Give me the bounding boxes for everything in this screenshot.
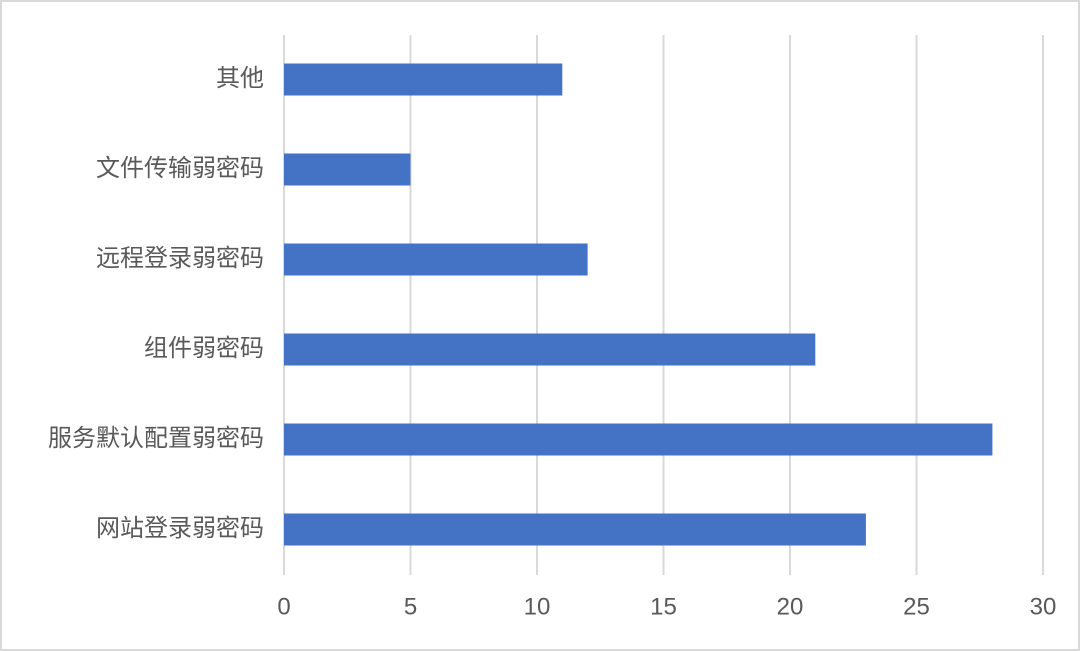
x-tick-label: 10 (524, 593, 551, 620)
y-tick-label: 远程登录弱密码 (96, 245, 264, 272)
bar (284, 423, 993, 456)
y-tick-label: 组件弱密码 (144, 335, 264, 362)
x-tick-label: 25 (903, 593, 930, 620)
x-tick-label: 30 (1030, 593, 1057, 620)
y-tick-label: 服务默认配置弱密码 (48, 425, 264, 452)
y-tick-label: 其他 (216, 65, 264, 92)
x-tick-label: 20 (777, 593, 804, 620)
x-tick-label: 5 (404, 593, 417, 620)
y-tick-label: 网站登录弱密码 (96, 515, 264, 542)
bar (284, 243, 588, 276)
bar (284, 153, 411, 186)
x-tick-label: 15 (650, 593, 677, 620)
bar (284, 513, 866, 546)
y-tick-label: 文件传输弱密码 (96, 155, 264, 182)
x-tick-label: 0 (277, 593, 290, 620)
bar (284, 63, 563, 96)
bar (284, 333, 816, 366)
